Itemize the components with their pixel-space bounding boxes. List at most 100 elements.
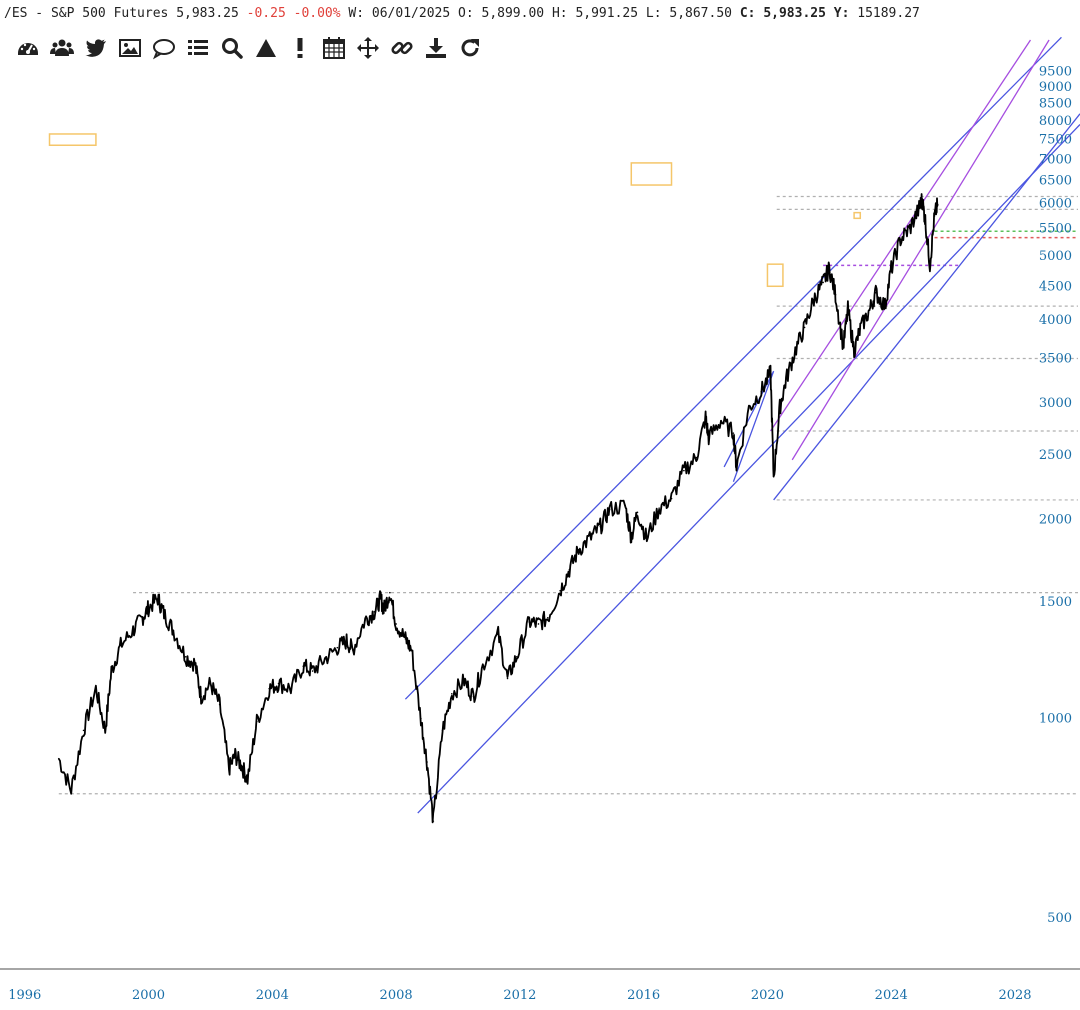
y-tick-label-7000: 7000: [1039, 152, 1072, 167]
price-point-41: [426, 761, 428, 763]
y-tick-label-6500: 6500: [1039, 174, 1072, 189]
price-point-86: [847, 308, 849, 311]
price-series-layer: [57, 193, 939, 824]
price-point-62: [636, 511, 639, 514]
price-point-47: [481, 665, 484, 668]
price-point-57: [590, 536, 592, 538]
price-point-94: [908, 227, 911, 230]
price-point-53: [546, 617, 549, 619]
axis-layer: 500 1000 1500 2000 2500 3000 3500 4000 4500 5000 5…: [0, 64, 1080, 1003]
price-point-69: [707, 436, 710, 439]
price-point-75: [769, 372, 772, 374]
price-point-77: [779, 406, 781, 409]
price-point-38: [404, 638, 407, 640]
price-point-37: [395, 623, 397, 625]
move-icon[interactable]: [354, 34, 382, 62]
price-point-82: [822, 281, 824, 284]
price-point-81: [813, 298, 815, 301]
price-point-66: [683, 469, 685, 472]
period-value: 06/01/2025: [371, 6, 451, 21]
price-point-14: [194, 663, 196, 665]
y-tick-label-2500: 2500: [1039, 448, 1072, 463]
last-price: 5,983.25: [176, 6, 239, 21]
y-tick-label-8500: 8500: [1039, 96, 1072, 111]
price-point-40: [420, 717, 422, 720]
price-point-42: [432, 820, 435, 822]
y-label: Y:: [833, 6, 850, 21]
price-point-44: [451, 693, 453, 695]
download-icon[interactable]: [422, 34, 450, 62]
search-icon[interactable]: [218, 34, 246, 62]
annotation-box-2: [766, 263, 784, 288]
price-point-83: [828, 267, 831, 270]
price-point-26: [302, 665, 305, 668]
image-icon[interactable]: [116, 34, 144, 62]
price-point-67: [695, 456, 698, 459]
price-point-50: [515, 656, 518, 658]
twitter-icon[interactable]: [82, 34, 110, 62]
x-tick-label-2024: 2024: [875, 988, 908, 1003]
high-label: H:: [551, 6, 568, 21]
y-value: 15189.27: [857, 6, 920, 21]
y-tick-label-6000: 6000: [1039, 197, 1072, 212]
price-point-55: [568, 568, 571, 571]
price-point-2: [82, 729, 85, 732]
price-point-89: [868, 309, 871, 312]
price-point-58: [599, 525, 602, 528]
y-tick-label-500: 500: [1047, 911, 1072, 926]
fan-line-1: [791, 39, 1050, 461]
price-point-84: [834, 293, 837, 296]
comment-icon[interactable]: [150, 34, 178, 62]
y-tick-label-1000: 1000: [1039, 712, 1072, 727]
y-tick-label-4500: 4500: [1039, 279, 1072, 294]
price-point-56: [577, 548, 580, 551]
price-point-90: [874, 291, 877, 294]
price-point-30: [345, 640, 348, 642]
y-tick-label-5500: 5500: [1039, 222, 1072, 237]
price-point-61: [630, 536, 633, 538]
price-point-5: [110, 670, 113, 672]
exclamation-icon[interactable]: [286, 34, 314, 62]
price-point-51: [528, 621, 530, 623]
price-point-39: [410, 649, 413, 651]
price-point-13: [184, 656, 187, 658]
triangle-icon[interactable]: [252, 34, 280, 62]
high-value: 5,991.25: [575, 6, 639, 21]
price-point-16: [209, 682, 212, 685]
price-point-27: [311, 670, 314, 672]
price-point-64: [658, 507, 660, 509]
period-label: W:: [348, 6, 365, 21]
price-point-25: [290, 687, 292, 690]
price-point-78: [785, 379, 787, 381]
price-point-32: [364, 619, 366, 621]
price-point-20: [240, 764, 243, 767]
price-point-60: [624, 504, 626, 507]
price-point-88: [859, 328, 862, 330]
calendar-icon[interactable]: [320, 34, 348, 62]
price-point-79: [794, 349, 797, 352]
low-label: L:: [645, 6, 662, 21]
open-value: 5,899.00: [481, 6, 545, 21]
price-point-72: [735, 466, 738, 468]
price-point-99: [933, 215, 936, 217]
x-tick-label-2012: 2012: [503, 988, 536, 1003]
price-point-8: [141, 617, 144, 619]
price-point-46: [472, 695, 475, 698]
users-icon[interactable]: [48, 34, 76, 62]
close-label: C:: [739, 6, 756, 21]
price-point-74: [760, 390, 763, 393]
list-icon[interactable]: [184, 34, 212, 62]
price-point-98: [929, 263, 931, 266]
price-point-95: [918, 207, 920, 210]
y-tick-label-9500: 9500: [1039, 64, 1072, 79]
dashboard-icon[interactable]: [14, 34, 42, 62]
price-change: -0.25: [246, 6, 286, 21]
y-tick-label-7500: 7500: [1039, 132, 1072, 147]
price-point-71: [732, 432, 735, 434]
price-point-31: [351, 649, 354, 651]
price-point-65: [670, 497, 673, 500]
refresh-icon[interactable]: [456, 34, 484, 62]
link-icon[interactable]: [388, 34, 416, 62]
price-point-3: [95, 687, 97, 690]
